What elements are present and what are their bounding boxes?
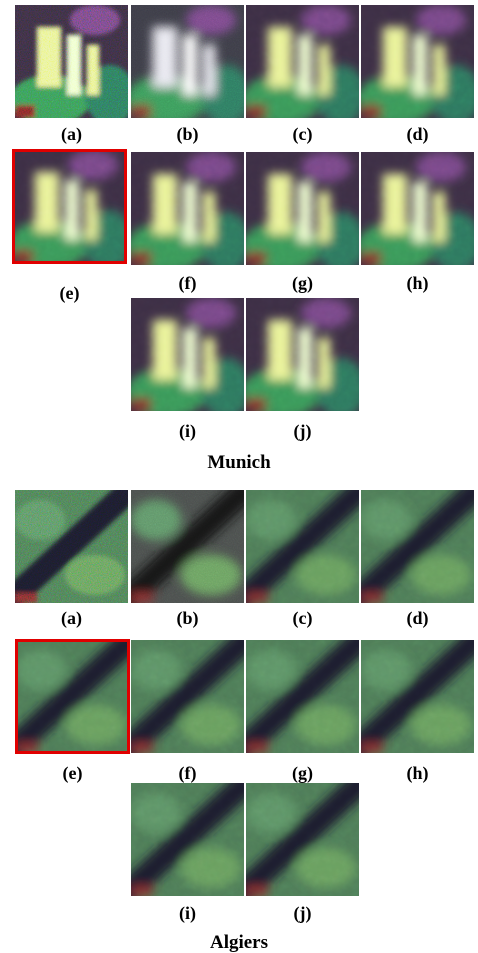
panel-image [361,490,474,603]
figure-caption: Munich [0,452,478,474]
panel-image [131,298,244,411]
panel-image [246,490,359,603]
figure-page: (a)(b)(c)(d)(e)(f)(g)(h)(i)(j)Munich(a)(… [0,0,478,953]
panel-label: (d) [358,608,478,628]
panel-label: (h) [358,763,478,783]
panel-image [246,640,359,753]
panel-image [131,5,244,118]
panel-label: (a) [12,608,132,628]
panel-image [361,640,474,753]
panel-label: (c) [243,608,363,628]
panel-image [13,150,126,263]
panel-label: (d) [358,124,478,144]
panel-label: (f) [128,763,248,783]
panel-image [15,490,128,603]
panel-label: (a) [12,124,132,144]
panel-label: (b) [128,124,248,144]
panel-label: (h) [358,273,478,293]
panel-label: (i) [128,903,248,923]
panel-image [15,5,128,118]
panel-label: (e) [10,283,130,303]
panel-label: (g) [243,273,363,293]
panel-image [131,783,244,896]
panel-image [246,298,359,411]
panel-label: (i) [128,421,248,441]
panel-label: (c) [243,124,363,144]
panel-label: (e) [13,763,133,783]
panel-image [361,5,474,118]
panel-label: (j) [243,903,363,923]
panel-label: (f) [128,273,248,293]
panel-label: (g) [243,763,363,783]
panel-image [361,152,474,265]
panel-image [131,490,244,603]
panel-image [16,640,129,753]
panel-label: (j) [243,421,363,441]
panel-image [131,640,244,753]
panel-image [131,152,244,265]
panel-label: (b) [128,608,248,628]
panel-image [246,152,359,265]
figure-caption: Algiers [0,932,478,953]
panel-image [246,5,359,118]
panel-image [246,783,359,896]
